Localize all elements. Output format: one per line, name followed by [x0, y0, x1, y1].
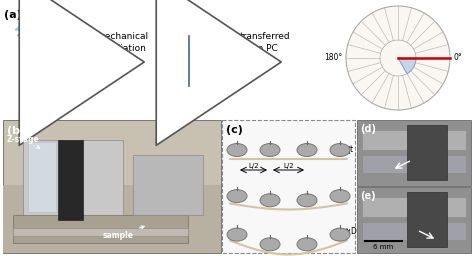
Bar — [362, 222, 466, 240]
Ellipse shape — [297, 194, 317, 207]
Ellipse shape — [227, 190, 247, 202]
Text: (d): (d) — [360, 124, 376, 134]
Bar — [362, 155, 466, 173]
Ellipse shape — [227, 144, 247, 156]
Text: sample: sample — [103, 226, 144, 240]
Bar — [362, 197, 466, 217]
Bar — [362, 130, 466, 150]
Polygon shape — [23, 46, 89, 54]
Ellipse shape — [260, 194, 280, 207]
Bar — [222, 120, 355, 253]
Ellipse shape — [227, 228, 247, 241]
Ellipse shape — [330, 190, 350, 202]
Bar — [3, 120, 221, 253]
Bar — [133, 155, 203, 215]
Bar — [407, 192, 447, 247]
Bar — [23, 140, 123, 240]
Text: (a): (a) — [4, 10, 22, 20]
Polygon shape — [17, 28, 83, 36]
Polygon shape — [19, 34, 85, 42]
Text: 0°: 0° — [454, 54, 463, 62]
Polygon shape — [398, 58, 416, 73]
Bar — [28, 142, 56, 212]
Ellipse shape — [297, 144, 317, 156]
Text: L/2: L/2 — [249, 163, 259, 169]
Text: (b): (b) — [7, 126, 25, 136]
Bar — [13, 228, 188, 236]
Bar — [357, 120, 471, 186]
Polygon shape — [21, 40, 87, 48]
Text: (e): (e) — [360, 191, 375, 201]
Text: L/2: L/2 — [283, 163, 294, 169]
Circle shape — [346, 6, 450, 110]
Text: 180°: 180° — [324, 54, 342, 62]
Polygon shape — [15, 22, 81, 30]
Ellipse shape — [297, 238, 317, 251]
Ellipse shape — [330, 144, 350, 156]
Polygon shape — [25, 52, 91, 60]
Text: Z-stage: Z-stage — [7, 135, 40, 148]
Bar — [58, 140, 83, 220]
Text: t: t — [350, 145, 353, 155]
Bar — [13, 215, 188, 243]
Text: b axis: b axis — [174, 93, 204, 102]
Text: D: D — [350, 228, 356, 237]
Bar — [357, 187, 471, 253]
Ellipse shape — [330, 228, 350, 241]
Ellipse shape — [260, 238, 280, 251]
Text: mechanical
exfoliation: mechanical exfoliation — [96, 32, 148, 53]
Ellipse shape — [260, 144, 280, 156]
Text: 6 mm: 6 mm — [373, 244, 393, 250]
Text: transferred
on PC: transferred on PC — [240, 32, 290, 53]
Bar — [3, 185, 221, 253]
Text: (c): (c) — [226, 125, 243, 135]
Bar — [407, 125, 447, 180]
Polygon shape — [177, 40, 200, 80]
